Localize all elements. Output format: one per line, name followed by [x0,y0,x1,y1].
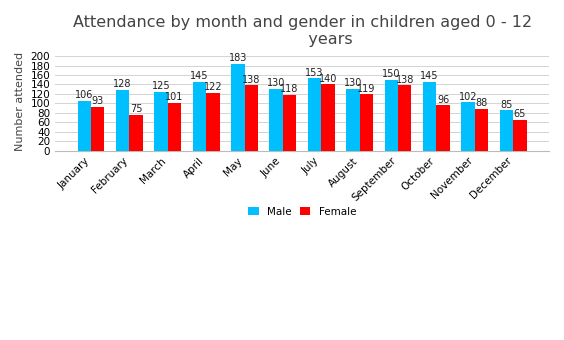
Bar [155,91,168,151]
Text: 122: 122 [204,82,222,92]
Bar [245,85,258,151]
Bar [346,89,360,151]
Bar [461,102,475,151]
Bar [475,109,488,151]
Bar [168,103,181,151]
Text: 138: 138 [395,75,414,85]
Text: 88: 88 [475,98,488,108]
Text: 75: 75 [130,104,142,115]
Text: 101: 101 [165,92,184,102]
Bar [231,64,245,151]
Text: 96: 96 [437,95,449,105]
Text: 119: 119 [357,84,376,94]
Bar [500,110,513,151]
Text: 150: 150 [382,69,400,79]
Text: 106: 106 [75,90,94,100]
Bar [78,101,91,151]
Bar [321,84,334,151]
Bar [116,90,129,151]
Text: 102: 102 [459,92,477,102]
Bar [437,105,450,151]
Bar [360,95,373,151]
Text: 183: 183 [228,53,247,63]
Text: 145: 145 [190,71,209,81]
Text: 65: 65 [514,109,526,119]
Legend: Male, Female: Male, Female [245,204,359,220]
Text: 118: 118 [280,84,299,94]
Bar [513,120,527,151]
Text: 93: 93 [91,96,104,106]
Text: 85: 85 [500,100,513,110]
Bar [385,80,398,151]
Text: 130: 130 [267,79,285,88]
Bar [283,95,296,151]
Bar [423,82,437,151]
Bar [129,115,143,151]
Text: 145: 145 [420,71,439,81]
Text: 130: 130 [343,79,362,88]
Bar [308,78,321,151]
Title: Attendance by month and gender in children aged 0 - 12
           years: Attendance by month and gender in childr… [73,15,532,47]
Text: 153: 153 [305,68,324,78]
Text: 125: 125 [152,81,170,91]
Text: 128: 128 [113,80,132,89]
Text: 140: 140 [319,74,337,84]
Bar [91,107,104,151]
Y-axis label: Number attended: Number attended [15,51,25,151]
Bar [206,93,219,151]
Bar [398,85,412,151]
Text: 138: 138 [242,75,261,85]
Bar [270,89,283,151]
Bar [193,82,206,151]
